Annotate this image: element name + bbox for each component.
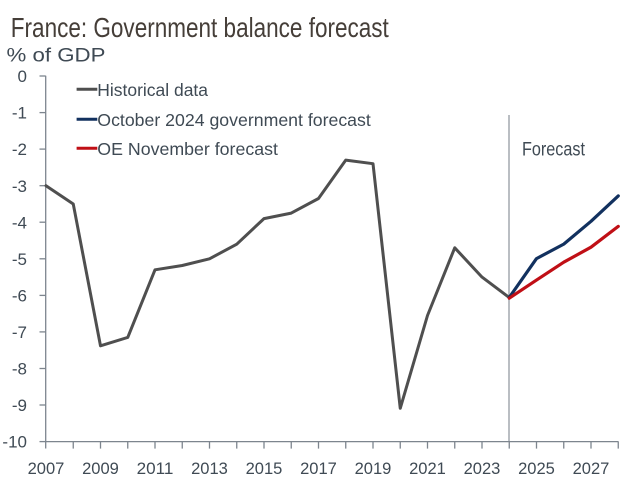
svg-text:France: Government balance for: France: Government balance forecast: [11, 12, 389, 43]
svg-text:2007: 2007: [28, 459, 65, 478]
svg-text:Historical data: Historical data: [97, 80, 208, 100]
svg-text:0: 0: [18, 67, 27, 86]
svg-text:2009: 2009: [82, 459, 119, 478]
svg-text:-9: -9: [12, 396, 27, 415]
svg-text:-5: -5: [12, 250, 27, 269]
svg-text:2023: 2023: [464, 459, 501, 478]
svg-text:2011: 2011: [137, 459, 174, 478]
svg-text:2021: 2021: [409, 459, 446, 478]
svg-text:Forecast: Forecast: [522, 139, 585, 161]
svg-text:2025: 2025: [518, 459, 555, 478]
svg-text:% of GDP: % of GDP: [7, 45, 106, 67]
svg-text:-2: -2: [12, 140, 27, 159]
svg-text:-7: -7: [12, 323, 27, 342]
svg-text:-6: -6: [12, 287, 27, 306]
svg-text:2013: 2013: [191, 459, 228, 478]
svg-text:October 2024 government foreca: October 2024 government forecast: [97, 110, 371, 130]
svg-text:2015: 2015: [246, 459, 283, 478]
svg-text:2027: 2027: [573, 459, 610, 478]
svg-text:-4: -4: [12, 213, 27, 232]
svg-text:2019: 2019: [355, 459, 392, 478]
svg-text:2017: 2017: [300, 459, 337, 478]
svg-text:OE November forecast: OE November forecast: [97, 139, 278, 159]
svg-text:-1: -1: [12, 104, 27, 123]
svg-text:-10: -10: [2, 433, 27, 452]
svg-text:-3: -3: [12, 177, 27, 196]
svg-text:-8: -8: [12, 360, 27, 379]
